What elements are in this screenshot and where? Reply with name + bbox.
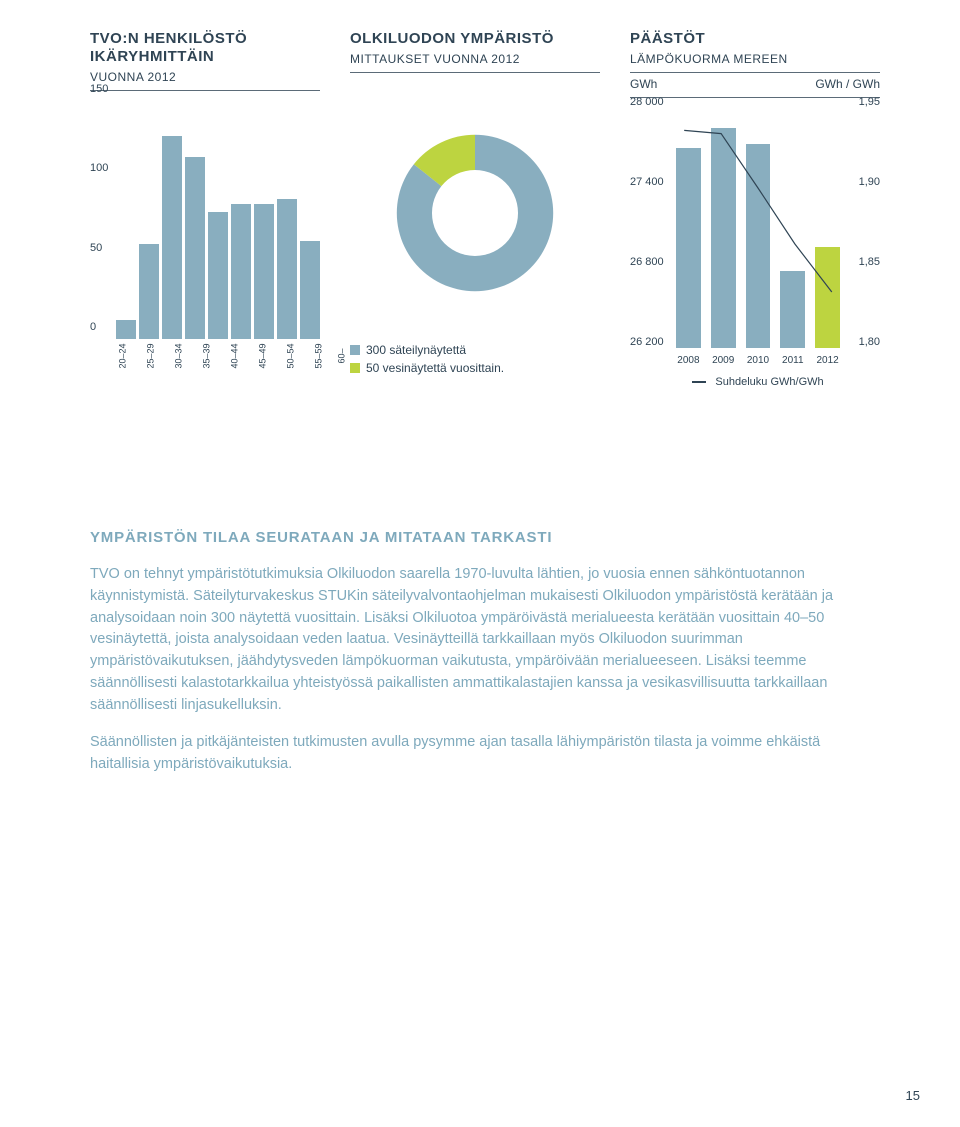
bar-x-label: 35–39 [202,343,224,368]
bar-x-label: 45–49 [258,343,280,368]
bar-x-label: 30–34 [174,343,196,368]
chart3-sub: LÄMPÖKUORMA MEREEN [630,52,880,73]
bar [231,204,251,339]
bar [116,320,136,339]
legend-row: 50 vesinäytettä vuosittain. [350,361,600,375]
combo-units: GWh GWh / GWh [630,77,880,98]
right-unit: GWh / GWh [815,77,880,91]
combo-left-tick: 26 200 [630,336,664,348]
left-unit: GWh [630,77,657,91]
bar-y-tick: 50 [90,242,102,254]
combo-x-label: 2011 [780,355,805,366]
bar [277,199,297,339]
combo-y-row: 26 200 1,80 [630,336,880,348]
bar [300,241,320,339]
combo-right-tick: 1,85 [859,256,880,268]
bar-y-tick: 0 [90,321,96,333]
bar-x-label: 20–24 [118,343,140,368]
bar-x-label: 50–54 [286,343,308,368]
combo-right-tick: 1,90 [859,176,880,188]
donut-legend: 300 säteilynäytettä 50 vesinäytettä vuosi… [350,343,600,379]
chart1-sub: VUONNA 2012 [90,70,320,91]
combo-y-row: 26 800 1,85 [630,256,880,268]
donut-wrap [350,103,600,323]
combo-right-tick: 1,80 [859,336,880,348]
bar-x-label: 25–29 [146,343,168,368]
combo-x-axis: 2008 2009 2010 2011 2012 [676,355,840,366]
bar-plot [116,101,320,339]
bar-y-axis: 050100150 [90,101,114,339]
combo-legend-row: Suhdeluku GWh/GWh [676,376,840,388]
combo-area: 20082009201020112012 Suhdeluku GWh/GWh 2… [630,108,880,348]
donut-chart-panel: OLKILUODON YMPÄRISTÖ MITTAUKSET VUONNA 2… [350,30,600,379]
combo-line-svg [676,108,840,348]
combo-left-tick: 28 000 [630,96,664,108]
donut-svg [390,128,560,298]
combo-y-row: 27 400 1,90 [630,176,880,188]
combo-x-label: 2010 [746,355,771,366]
text-heading: YMPÄRISTÖN TILAA SEURATAAN JA MITATAAN T… [90,529,880,546]
chart3-title: PÄÄSTÖT [630,30,880,48]
bar [185,157,205,339]
bar-chart-panel: TVO:N HENKILÖSTÖ IKÄRYHMITTÄIN VUONNA 20… [90,30,320,379]
line-swatch [692,381,706,383]
legend-row: 300 säteilynäytettä [350,343,600,357]
text-para-1: TVO on tehnyt ympäristötutkimuksia Olkil… [90,564,880,716]
bar [162,136,182,339]
combo-line [676,108,840,348]
bar-x-axis: 20–2425–2930–3435–3940–4445–4950–5455–59… [116,339,320,361]
bar-y-tick: 100 [90,162,108,174]
combo-y-row: 28 000 1,95 [630,96,880,108]
bar-x-label: 40–44 [230,343,252,368]
combo-x-label: 2009 [711,355,736,366]
combo-x-label: 2012 [815,355,840,366]
chart2-sub: MITTAUKSET VUONNA 2012 [350,52,600,73]
text-section: YMPÄRISTÖN TILAA SEURATAAN JA MITATAAN T… [90,529,880,776]
line-legend-label: Suhdeluku GWh/GWh [715,376,823,388]
chart2-title: OLKILUODON YMPÄRISTÖ [350,30,600,48]
combo-right-tick: 1,95 [859,96,880,108]
text-para-2: Säännöllisten ja pitkäjänteisten tutkimu… [90,732,880,776]
bar-y-tick: 150 [90,83,108,95]
bar [139,244,159,339]
combo-left-tick: 27 400 [630,176,664,188]
bar [254,204,274,339]
page-number: 15 [906,1088,920,1103]
legend-label: 300 säteilynäytettä [366,343,466,357]
combo-x-label: 2008 [676,355,701,366]
combo-chart-panel: PÄÄSTÖT LÄMPÖKUORMA MEREEN GWh GWh / GWh… [630,30,880,379]
bar-x-label: 60– [337,348,359,363]
legend-label: 50 vesinäytettä vuosittain. [366,361,504,375]
legend-swatch [350,363,360,373]
combo-left-tick: 26 800 [630,256,664,268]
bar-chart-area: 050100150 20–2425–2930–3435–3940–4445–49… [90,101,320,361]
bar [208,212,228,339]
chart1-title: TVO:N HENKILÖSTÖ IKÄRYHMITTÄIN [90,30,320,66]
bar-x-label: 55–59 [314,343,336,368]
